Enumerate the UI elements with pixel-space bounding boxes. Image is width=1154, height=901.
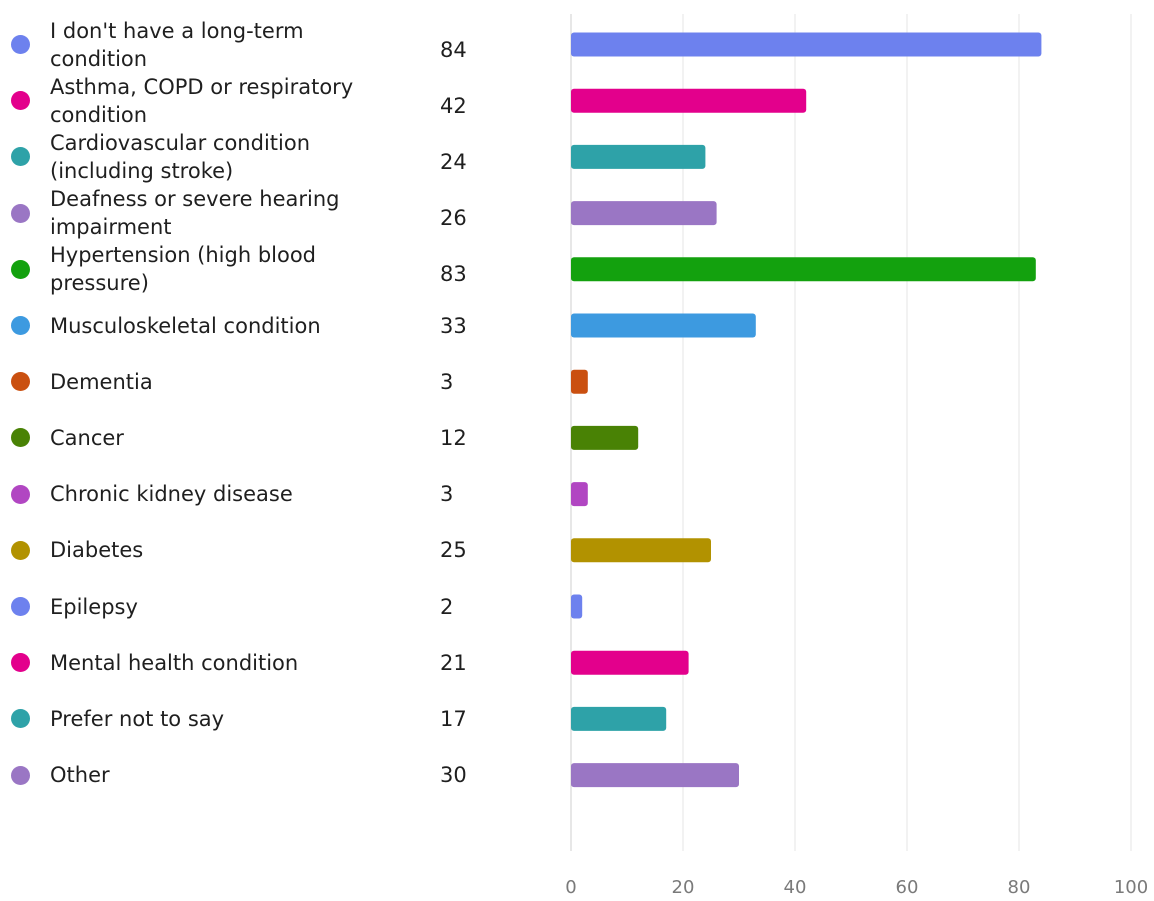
bar[interactable] (571, 201, 717, 226)
legend-count: 3 (440, 369, 454, 394)
legend-label: Prefer not to say (50, 706, 225, 731)
legend-item[interactable]: Cardiovascular condition (including stro… (0, 129, 520, 185)
legend-count: 3 (440, 482, 454, 507)
legend-color-dot (11, 484, 30, 504)
x-tick-label: 20 (672, 877, 695, 898)
legend-item[interactable]: Prefer not to say 17 (0, 691, 520, 747)
legend-count: 26 (440, 206, 467, 231)
legend-label: Epilepsy (50, 594, 138, 619)
legend-count: 84 (440, 37, 467, 62)
legend-item[interactable]: Deafness or severe hearing impairment 26 (0, 185, 520, 241)
bar[interactable] (571, 144, 706, 169)
x-tick-label: 80 (1008, 877, 1031, 898)
legend-count: 83 (440, 262, 467, 287)
bar[interactable] (571, 88, 807, 113)
legend-color-dot (11, 316, 30, 335)
bar[interactable] (571, 369, 588, 394)
legend-color-dot (11, 653, 30, 673)
legend-count: 2 (440, 594, 454, 619)
legend-color-dot (11, 91, 30, 111)
bar[interactable] (571, 594, 583, 619)
legend-color-dot (11, 597, 30, 616)
bar[interactable] (571, 425, 639, 450)
legend-label: Dementia (50, 369, 153, 394)
bar[interactable] (571, 650, 689, 675)
legend-label: I don't have a long-term condition (50, 18, 304, 71)
legend-label: Deafness or severe hearing impairment (50, 187, 340, 240)
legend-label: Other (50, 763, 110, 788)
legend-color-dot (11, 428, 30, 448)
legend-count: 24 (440, 149, 467, 174)
legend-color-dot (11, 372, 30, 392)
bar[interactable] (571, 763, 739, 788)
legend-count: 42 (440, 93, 467, 118)
legend-label: Hypertension (high blood pressure) (50, 243, 317, 296)
x-tick-label: 40 (784, 877, 807, 898)
legend-label: Asthma, COPD or respiratory condition (50, 74, 354, 127)
x-tick-label: 0 (565, 877, 576, 898)
legend-label: Chronic kidney disease (50, 482, 293, 507)
legend-color-dot (11, 709, 30, 729)
legend-label: Mental health condition (50, 650, 299, 675)
legend-item[interactable]: Other 30 (0, 747, 520, 803)
legend-color-dot (11, 259, 30, 279)
x-tick-label: 60 (896, 877, 919, 898)
bar[interactable] (571, 313, 756, 338)
legend-item[interactable]: Epilepsy 2 (0, 579, 520, 635)
legend-count: 30 (440, 763, 467, 788)
legend-item[interactable]: Asthma, COPD or respiratory condition 42 (0, 73, 520, 129)
bar[interactable] (571, 538, 711, 563)
legend-item[interactable]: I don't have a long-term condition 84 (0, 17, 520, 73)
legend-item[interactable]: Hypertension (high blood pressure) 83 (0, 241, 520, 297)
legend-count: 25 (440, 538, 467, 563)
legend-label: Diabetes (50, 538, 144, 563)
legend-color-dot (11, 540, 30, 560)
legend-count: 33 (440, 313, 467, 338)
bar[interactable] (571, 482, 588, 507)
legend-label: Musculoskeletal condition (50, 313, 321, 338)
legend-color-dot (11, 765, 30, 785)
legend-item[interactable]: Dementia 3 (0, 354, 520, 410)
x-tick-label: 100 (1114, 877, 1148, 898)
legend-label: Cardiovascular condition (including stro… (50, 130, 311, 183)
legend-count: 12 (440, 425, 467, 450)
legend-color-dot (11, 35, 30, 54)
legend-count: 21 (440, 650, 467, 675)
legend-item[interactable]: Cancer 12 (0, 410, 520, 466)
legend-color-dot (11, 203, 30, 223)
chart-legend: I don't have a long-term condition 84 Asth… (0, 0, 520, 901)
legend-label: Cancer (50, 425, 124, 450)
bar[interactable] (571, 706, 667, 731)
legend-item[interactable]: Diabetes 25 (0, 522, 520, 578)
legend-item[interactable]: Musculoskeletal condition 33 (0, 298, 520, 354)
legend-color-dot (11, 147, 30, 167)
legend-item[interactable]: Mental health condition 21 (0, 635, 520, 691)
bar[interactable] (571, 257, 1036, 282)
bar[interactable] (571, 32, 1042, 57)
legend-item[interactable]: Chronic kidney disease 3 (0, 466, 520, 522)
legend-count: 17 (440, 706, 467, 731)
